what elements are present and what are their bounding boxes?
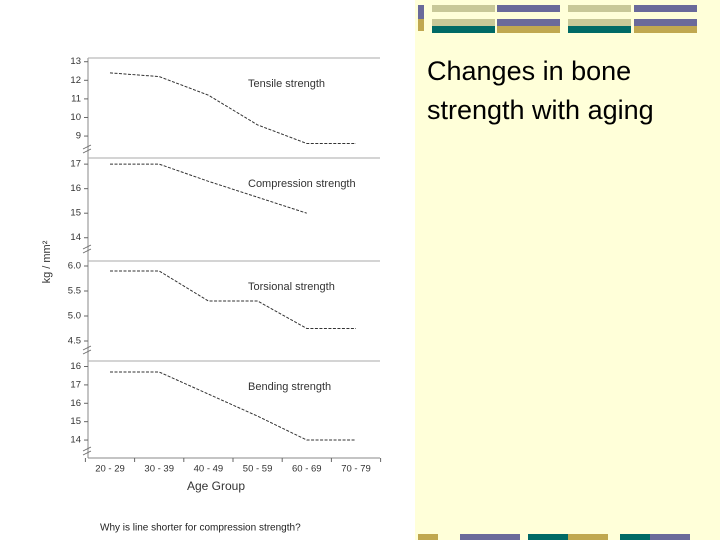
y-tick-label: 10 <box>70 112 81 123</box>
strength-line <box>109 72 356 144</box>
y-tick-label: 5.0 <box>68 311 81 322</box>
panel-title: Compression strength <box>248 178 356 190</box>
panel-title: Torsional strength <box>248 281 335 293</box>
strength-line <box>110 270 356 329</box>
x-tick-label: 70 - 79 <box>341 464 371 475</box>
y-tick-label: 6.0 <box>68 261 81 272</box>
bottom-decoration <box>418 534 690 540</box>
y-tick-label: 15 <box>70 208 81 219</box>
axis-break <box>82 144 92 154</box>
x-axis-label: Age Group <box>187 479 245 493</box>
y-tick-label: 15 <box>70 416 81 427</box>
y-tick-label: 16 <box>70 361 81 372</box>
y-tick-label: 16 <box>70 183 81 194</box>
y-tick-label: 17 <box>70 159 81 170</box>
y-axis-label: kg / mm² <box>41 240 53 283</box>
top-decoration <box>418 5 697 33</box>
y-tick-label: 9 <box>76 131 81 142</box>
strength-line <box>110 371 356 441</box>
x-tick-label: 50 - 59 <box>243 464 273 475</box>
y-tick-label: 17 <box>70 379 81 390</box>
x-tick-label: 20 - 29 <box>95 464 125 475</box>
side-panel <box>415 0 720 540</box>
y-tick-label: 5.5 <box>68 286 81 297</box>
axis-break <box>82 446 92 456</box>
y-tick-label: 12 <box>70 75 81 86</box>
slide-title-line: Changes in bone strength with aging <box>427 56 654 125</box>
axis-break <box>82 345 92 355</box>
x-tick-label: 40 - 49 <box>194 464 224 475</box>
x-tick-label: 30 - 39 <box>144 464 174 475</box>
panel-title: Bending strength <box>248 381 331 393</box>
y-tick-label: 14 <box>70 435 81 446</box>
panel-title: Tensile strength <box>248 78 325 90</box>
y-tick-label: 16 <box>70 398 81 409</box>
x-tick-label: 60 - 69 <box>292 464 322 475</box>
y-tick-label: 14 <box>70 232 81 243</box>
question: Why is line shorter for compression stre… <box>100 523 301 534</box>
y-tick-label: 11 <box>71 93 81 104</box>
strength-line <box>110 163 307 214</box>
y-tick-label: 13 <box>70 56 81 67</box>
y-tick-label: 4.5 <box>68 336 81 347</box>
axis-break <box>82 244 92 254</box>
